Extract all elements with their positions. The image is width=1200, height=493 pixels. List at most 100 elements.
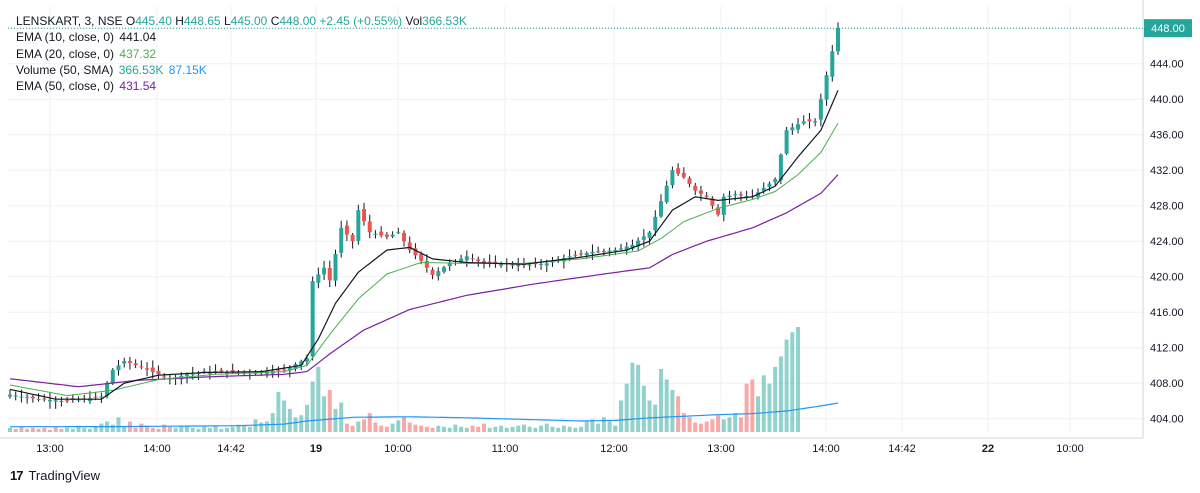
candle-body	[721, 196, 726, 215]
volume-bar	[619, 400, 624, 432]
candle-body	[658, 201, 663, 217]
candle-body	[276, 369, 281, 371]
candle-body	[47, 399, 52, 402]
volume-bar	[219, 428, 224, 432]
volume-bar	[704, 421, 709, 432]
volume-bar	[270, 413, 275, 432]
volume-bar	[436, 425, 441, 432]
ema10-line	[9, 90, 839, 400]
volume-bar	[304, 404, 309, 432]
volume-bar	[761, 375, 766, 432]
candle-body	[424, 261, 429, 268]
study-volume-value: 366.53K	[118, 62, 164, 77]
candle-body	[533, 262, 538, 265]
candle-body	[470, 258, 475, 260]
y-tick-label: 440.00	[1150, 94, 1184, 106]
candle	[681, 167, 686, 179]
volume-bar	[539, 425, 544, 432]
candle-body	[738, 194, 743, 196]
candle-body	[356, 210, 361, 241]
volume-bar	[601, 417, 606, 432]
candle	[133, 359, 138, 369]
candle-body	[156, 370, 161, 375]
volume-bar	[65, 427, 70, 432]
x-tick-label: 19	[310, 443, 322, 455]
candle-body	[419, 253, 424, 261]
volume-label: Vol	[405, 14, 423, 28]
study-volume[interactable]: Volume (50, SMA) 366.53K 87.15K	[16, 62, 467, 78]
candle	[476, 256, 481, 267]
candle-body	[459, 258, 464, 263]
candle	[367, 214, 372, 239]
candle	[830, 44, 835, 82]
volume-bar	[145, 425, 150, 432]
candle-body	[304, 358, 309, 362]
volume-bar	[396, 420, 401, 432]
volume-bar	[550, 426, 555, 432]
study-ema50[interactable]: EMA (50, close, 0) 431.54	[16, 78, 467, 94]
volume-bar	[150, 427, 155, 432]
candle	[333, 249, 338, 287]
candle	[710, 196, 715, 210]
candle-body	[282, 369, 287, 371]
brand-name: TradingView	[28, 468, 101, 483]
candle	[693, 182, 698, 196]
candle	[824, 71, 829, 106]
candle-body	[653, 216, 658, 231]
volume-bar	[379, 425, 384, 432]
candle-body	[110, 369, 115, 384]
study-ema10[interactable]: EMA (10, close, 0) 441.04	[16, 29, 467, 45]
candle	[738, 191, 743, 202]
volume-bar	[510, 426, 515, 432]
study-ema20[interactable]: EMA (20, close, 0) 437.32	[16, 46, 467, 62]
candle-body	[59, 400, 64, 402]
candle	[350, 232, 355, 249]
candle-body	[344, 225, 349, 235]
candle-body	[544, 263, 549, 266]
candle	[8, 389, 12, 399]
candle-body	[744, 195, 749, 197]
candle-body	[761, 187, 766, 192]
ohlc-row[interactable]: LENSKART, 3, NSE O445.40 H448.65 L445.00…	[16, 13, 467, 29]
candle-body	[327, 267, 332, 281]
volume-bar	[453, 424, 458, 432]
volume-bar	[773, 366, 778, 432]
volume-bar	[327, 390, 332, 432]
candle	[13, 391, 18, 401]
volume-bar	[527, 426, 532, 432]
candle-body	[704, 195, 709, 197]
volume-bar	[53, 426, 58, 432]
candle-body	[510, 264, 515, 266]
volume-bar	[99, 423, 104, 432]
candle	[30, 394, 35, 403]
candle	[384, 232, 389, 240]
candle	[653, 210, 658, 237]
candle	[407, 236, 412, 254]
footer-brand[interactable]: 17 TradingView	[10, 468, 100, 483]
candle-body	[681, 172, 686, 178]
volume-bar	[190, 427, 195, 432]
candle	[796, 118, 801, 134]
candle	[327, 260, 332, 288]
candle-body	[99, 396, 104, 398]
candle	[396, 227, 401, 235]
candle-body	[436, 271, 441, 277]
candle	[801, 115, 806, 126]
volume-bar	[710, 419, 715, 432]
volume-bar	[561, 425, 566, 432]
candle-body	[784, 130, 789, 154]
candle-body	[384, 234, 389, 237]
candle-body	[727, 195, 732, 197]
study-ema50-value: 431.54	[119, 79, 157, 94]
candle	[36, 393, 41, 402]
low-label: L	[223, 14, 231, 28]
candle-body	[579, 253, 584, 255]
candle	[470, 253, 475, 262]
candle-body	[322, 267, 327, 275]
candle	[379, 226, 384, 238]
candle-body	[105, 383, 110, 396]
candle-body	[145, 368, 150, 370]
candle	[721, 193, 726, 222]
candle	[807, 113, 812, 129]
